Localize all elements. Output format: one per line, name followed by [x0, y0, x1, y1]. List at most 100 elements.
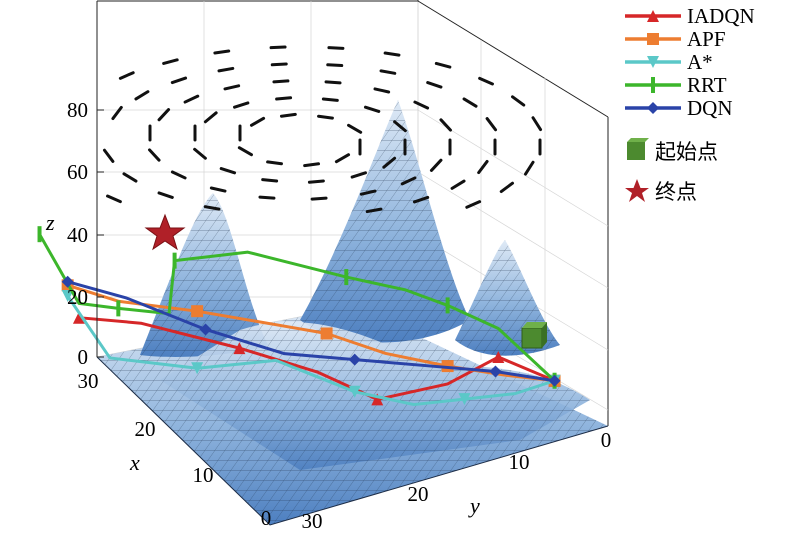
goal-marker [144, 213, 186, 251]
data-point [492, 351, 505, 364]
data-point [191, 305, 204, 318]
vector-arrow [382, 156, 397, 169]
vector-arrow [478, 76, 494, 86]
vector-arrow [111, 105, 123, 121]
vector-arrow [327, 46, 345, 50]
vector-arrow [393, 120, 407, 133]
legend-label: A* [687, 50, 713, 74]
data-point [651, 77, 655, 93]
vector-arrow [258, 195, 276, 200]
z-tick-label: 40 [67, 223, 88, 247]
vector-arrow [217, 66, 235, 73]
terrain-surface [96, 100, 609, 526]
z-axis: 0 20 40 60 80 z [45, 1, 104, 369]
vector-arrow [266, 160, 283, 166]
legend-item-start: 起始点 [627, 138, 718, 164]
z-axis-label: z [45, 210, 55, 235]
x-tick-label: 10 [193, 463, 214, 487]
vector-arrow [317, 114, 334, 120]
data-point [458, 393, 471, 406]
z-tick-label: 0 [78, 345, 89, 369]
vector-arrow [193, 147, 207, 160]
y-tick-label: 30 [302, 509, 323, 533]
vector-arrow [183, 94, 200, 104]
data-point [199, 323, 212, 336]
legend-item-apf: APF [625, 27, 726, 51]
data-point [320, 327, 333, 340]
vector-arrow [307, 179, 325, 184]
y-ticks: 0 10 20 30 [302, 428, 612, 533]
vector-arrow [203, 205, 221, 211]
vector-arrow [118, 71, 135, 80]
data-point [647, 102, 659, 114]
vector-arrow [347, 123, 363, 134]
y-axis-label: y [468, 493, 480, 518]
vector-field [102, 45, 543, 214]
series-line [67, 280, 555, 383]
legend-goal-label: 终点 [655, 180, 697, 204]
legend-goal-marker [625, 179, 649, 202]
vector-arrow [157, 108, 171, 122]
y-tick-label: 0 [601, 428, 612, 452]
legend-label: IADQN [687, 4, 755, 28]
vector-arrow [148, 148, 161, 162]
legend-item-goal: 终点 [625, 179, 697, 204]
vector-arrow [465, 200, 482, 209]
data-point [172, 252, 177, 269]
data-point [61, 290, 74, 302]
vector-arrow [249, 116, 266, 127]
vector-arrow [102, 148, 115, 163]
data-point [548, 374, 561, 387]
vector-arrow [363, 105, 381, 113]
vector-arrow [379, 69, 397, 75]
vector-arrow [450, 179, 466, 190]
legend-item-a-: A* [625, 50, 713, 74]
y-tick-label: 20 [408, 482, 429, 506]
vector-arrow [162, 58, 179, 65]
vector-arrow [157, 191, 174, 199]
vector-arrow [279, 112, 297, 118]
vector-arrow [269, 45, 287, 50]
data-point [647, 33, 659, 45]
data-point [371, 393, 384, 406]
data-point [489, 365, 502, 378]
data-point [348, 385, 361, 398]
z-ticks: 0 20 40 60 80 [67, 98, 104, 369]
vector-arrow [310, 196, 328, 201]
vector-arrow [400, 176, 417, 186]
vector-arrow [439, 118, 452, 132]
vector-arrow [350, 171, 367, 179]
vector-arrow [261, 178, 279, 183]
vector-arrow [373, 87, 391, 94]
data-point [191, 362, 204, 375]
vector-arrow [524, 160, 535, 176]
vector-arrow [334, 153, 351, 164]
vector-arrow [412, 195, 430, 204]
vector-arrow [237, 146, 253, 157]
vector-arrow [429, 158, 443, 172]
series-line [78, 316, 556, 401]
vector-arrow [499, 181, 515, 194]
series-line [38, 233, 556, 382]
y-tick-label: 10 [509, 450, 530, 474]
vector-arrow [365, 207, 383, 214]
vector-arrow [426, 81, 443, 89]
y-axis: 0 10 20 30 y [302, 428, 612, 533]
vector-arrow [233, 101, 250, 109]
legend-item-iadqn: IADQN [625, 4, 755, 28]
legend-item-rrt: RRT [625, 73, 727, 97]
vector-arrow [383, 51, 401, 57]
vector-arrow [321, 97, 339, 102]
data-point [37, 226, 42, 243]
vector-arrow [209, 186, 227, 193]
vector-arrow [531, 116, 543, 132]
vector-arrow [134, 90, 150, 101]
vector-arrow [213, 49, 231, 55]
data-point [647, 10, 659, 22]
vector-arrow [272, 79, 290, 84]
vector-arrow [413, 100, 430, 110]
data-point [116, 300, 121, 317]
data-point [72, 311, 85, 324]
